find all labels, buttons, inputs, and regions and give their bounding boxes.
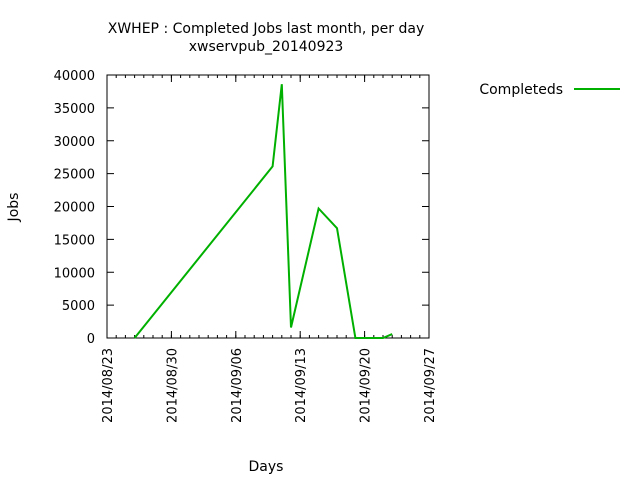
x-tick-label: 2014/08/30 xyxy=(165,348,180,423)
y-tick-label: 10000 xyxy=(54,266,95,281)
y-tick-label: 30000 xyxy=(54,135,95,150)
y-tick-label: 25000 xyxy=(54,168,95,183)
y-axis-label: Jobs xyxy=(6,193,22,223)
y-tick-label: 0 xyxy=(87,332,95,347)
x-tick-label: 2014/09/27 xyxy=(423,348,438,423)
x-tick-label: 2014/09/20 xyxy=(359,348,374,423)
series-line xyxy=(133,84,393,339)
y-tick-label: 35000 xyxy=(54,102,95,117)
y-tick-label: 20000 xyxy=(54,201,95,216)
x-tick-label: 2014/09/13 xyxy=(294,348,309,423)
y-tick-label: 15000 xyxy=(54,233,95,248)
chart-title: XWHEP : Completed Jobs last month, per d… xyxy=(108,21,425,37)
y-axis: 0 5000 10000 15000 20000 25000 30000 35000 40000 xyxy=(54,69,429,347)
x-axis-label: Days xyxy=(249,459,284,475)
y-tick-label: 5000 xyxy=(62,299,95,314)
x-axis: 2014/08/23 2014/08/30 2014/09/06 2014/09/13… xyxy=(101,75,438,423)
x-tick-label: 2014/09/06 xyxy=(230,348,245,423)
x-tick-label: 2014/08/23 xyxy=(101,348,116,423)
plot-frame xyxy=(106,74,430,339)
y-tick-label: 40000 xyxy=(54,69,95,84)
legend: Completeds xyxy=(479,82,620,98)
series-layer xyxy=(133,84,393,339)
legend-label: Completeds xyxy=(479,82,563,98)
chart-subtitle: xwservpub_20140923 xyxy=(189,39,344,55)
